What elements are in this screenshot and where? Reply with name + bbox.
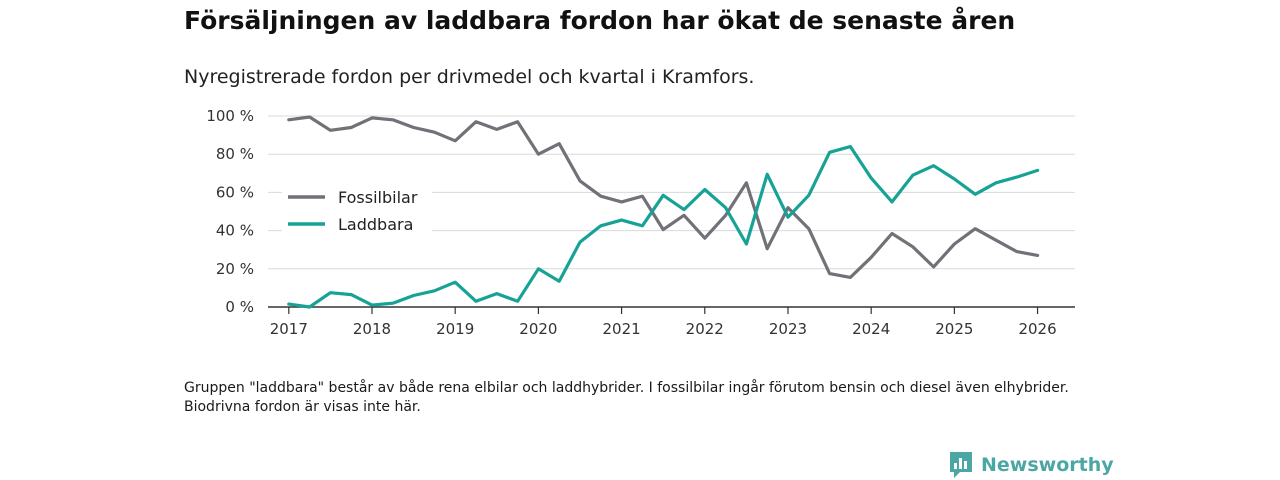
legend-background xyxy=(282,183,432,239)
x-tick-label: 2021 xyxy=(602,320,640,338)
y-tick-label: 0 % xyxy=(225,298,254,316)
chart-subtitle: Nyregistrerade fordon per drivmedel och … xyxy=(184,66,755,88)
brand-name: Newsworthy xyxy=(981,454,1114,476)
footnote: Gruppen "laddbara" består av både rena e… xyxy=(184,380,1069,415)
x-axis: 2017 2018 2019 2020 2021 2022 2023 2024 2025 2026 xyxy=(268,306,1075,338)
x-tick-label: 2020 xyxy=(519,320,557,338)
legend-label: Fossilbilar xyxy=(338,188,418,207)
y-tick-label: 40 % xyxy=(216,222,254,240)
y-tick-label: 20 % xyxy=(216,260,254,278)
x-tick-label: 2023 xyxy=(769,320,807,338)
newsworthy-logo-icon xyxy=(950,452,972,478)
x-tick-label: 2018 xyxy=(353,320,391,338)
legend: Fossilbilar Laddbara xyxy=(282,183,432,239)
chart-title: Försäljningen av laddbara fordon har öka… xyxy=(184,6,1016,35)
series-line-fossilbilar xyxy=(287,115,1040,279)
x-tick-label: 2019 xyxy=(436,320,474,338)
y-tick-label: 80 % xyxy=(216,145,254,163)
series-lines xyxy=(287,115,1040,309)
legend-label: Laddbara xyxy=(338,215,413,234)
x-tick-label: 2025 xyxy=(935,320,973,338)
y-tick-label: 100 % xyxy=(206,107,254,125)
y-tick-label: 60 % xyxy=(216,183,254,201)
x-tick-label: 2022 xyxy=(686,320,724,338)
x-tick-label: 2024 xyxy=(852,320,890,338)
brand-logo: Newsworthy xyxy=(948,450,1114,480)
x-tick-label: 2026 xyxy=(1018,320,1056,338)
y-axis: 0 % 20 % 40 % 60 % 80 % 100 % xyxy=(206,107,254,316)
x-tick-label: 2017 xyxy=(270,320,308,338)
series-line-laddbara xyxy=(287,145,1040,309)
